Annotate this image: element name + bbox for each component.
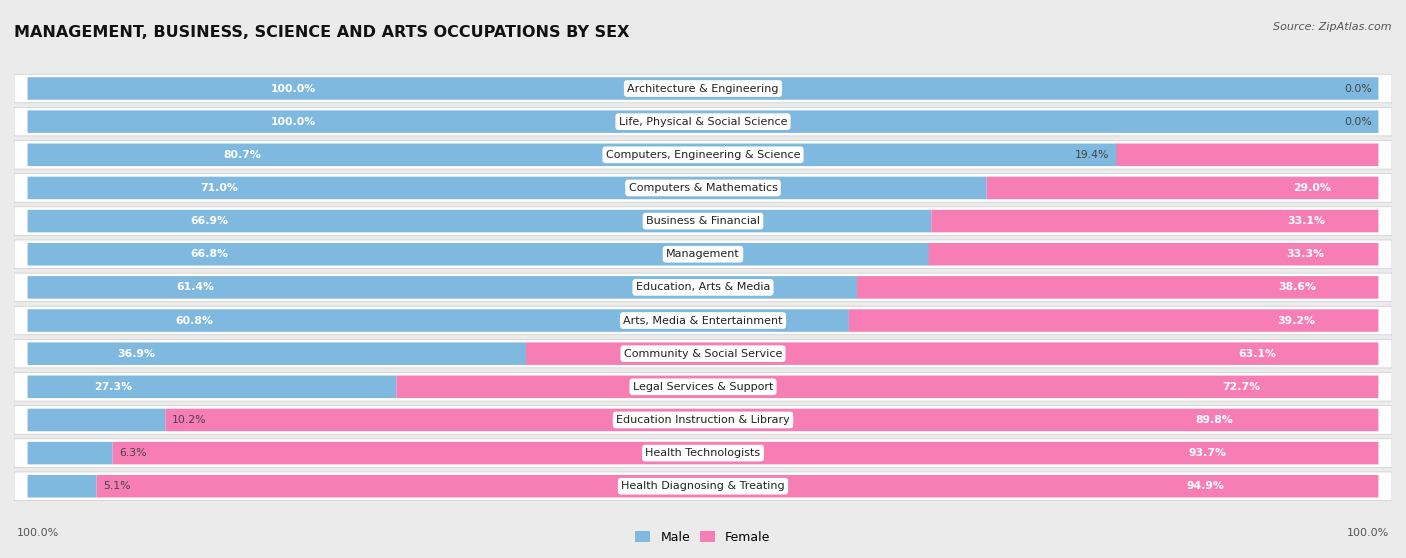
Text: 5.1%: 5.1%: [103, 481, 131, 491]
Text: 0.0%: 0.0%: [1344, 117, 1372, 127]
FancyBboxPatch shape: [987, 177, 1378, 199]
FancyBboxPatch shape: [28, 243, 929, 266]
Text: 89.8%: 89.8%: [1195, 415, 1233, 425]
FancyBboxPatch shape: [28, 408, 166, 431]
FancyBboxPatch shape: [396, 376, 1378, 398]
Text: Health Diagnosing & Treating: Health Diagnosing & Treating: [621, 481, 785, 491]
Text: Legal Services & Support: Legal Services & Support: [633, 382, 773, 392]
Text: 33.3%: 33.3%: [1286, 249, 1324, 259]
FancyBboxPatch shape: [97, 475, 1378, 498]
FancyBboxPatch shape: [28, 110, 1378, 133]
FancyBboxPatch shape: [28, 442, 112, 464]
FancyBboxPatch shape: [14, 339, 1392, 368]
Text: 100.0%: 100.0%: [1347, 528, 1389, 538]
FancyBboxPatch shape: [14, 174, 1392, 202]
Text: 0.0%: 0.0%: [1344, 84, 1372, 94]
Text: 71.0%: 71.0%: [200, 183, 238, 193]
Text: 100.0%: 100.0%: [271, 117, 316, 127]
FancyBboxPatch shape: [112, 442, 1378, 464]
Text: Health Technologists: Health Technologists: [645, 448, 761, 458]
Text: 60.8%: 60.8%: [176, 315, 214, 325]
Text: Education Instruction & Library: Education Instruction & Library: [616, 415, 790, 425]
Text: Education, Arts & Media: Education, Arts & Media: [636, 282, 770, 292]
FancyBboxPatch shape: [14, 107, 1392, 136]
FancyBboxPatch shape: [1116, 143, 1378, 166]
Text: Architecture & Engineering: Architecture & Engineering: [627, 84, 779, 94]
Text: Source: ZipAtlas.com: Source: ZipAtlas.com: [1274, 22, 1392, 32]
FancyBboxPatch shape: [14, 141, 1392, 169]
FancyBboxPatch shape: [28, 210, 931, 232]
FancyBboxPatch shape: [14, 207, 1392, 235]
FancyBboxPatch shape: [526, 343, 1378, 365]
Text: 61.4%: 61.4%: [177, 282, 215, 292]
FancyBboxPatch shape: [14, 74, 1392, 103]
Text: 33.1%: 33.1%: [1286, 216, 1324, 226]
Text: 63.1%: 63.1%: [1239, 349, 1277, 359]
Text: Computers & Mathematics: Computers & Mathematics: [628, 183, 778, 193]
Text: Management: Management: [666, 249, 740, 259]
FancyBboxPatch shape: [28, 177, 987, 199]
Text: 66.8%: 66.8%: [190, 249, 228, 259]
FancyBboxPatch shape: [14, 472, 1392, 501]
FancyBboxPatch shape: [858, 276, 1378, 299]
FancyBboxPatch shape: [14, 406, 1392, 434]
FancyBboxPatch shape: [931, 210, 1378, 232]
Text: Business & Financial: Business & Financial: [645, 216, 761, 226]
Text: 38.6%: 38.6%: [1278, 282, 1316, 292]
Text: 93.7%: 93.7%: [1188, 448, 1226, 458]
FancyBboxPatch shape: [28, 309, 849, 332]
Text: 27.3%: 27.3%: [94, 382, 132, 392]
Legend: Male, Female: Male, Female: [630, 526, 776, 549]
FancyBboxPatch shape: [849, 309, 1378, 332]
Text: Community & Social Service: Community & Social Service: [624, 349, 782, 359]
FancyBboxPatch shape: [166, 408, 1378, 431]
Text: 10.2%: 10.2%: [172, 415, 207, 425]
FancyBboxPatch shape: [14, 373, 1392, 401]
Text: Arts, Media & Entertainment: Arts, Media & Entertainment: [623, 315, 783, 325]
FancyBboxPatch shape: [14, 240, 1392, 268]
Text: MANAGEMENT, BUSINESS, SCIENCE AND ARTS OCCUPATIONS BY SEX: MANAGEMENT, BUSINESS, SCIENCE AND ARTS O…: [14, 25, 630, 40]
Text: 66.9%: 66.9%: [190, 216, 228, 226]
FancyBboxPatch shape: [28, 143, 1118, 166]
Text: 72.7%: 72.7%: [1222, 382, 1261, 392]
FancyBboxPatch shape: [14, 439, 1392, 468]
FancyBboxPatch shape: [28, 475, 97, 498]
Text: 36.9%: 36.9%: [117, 349, 155, 359]
Text: 39.2%: 39.2%: [1277, 315, 1315, 325]
Text: 100.0%: 100.0%: [17, 528, 59, 538]
Text: 29.0%: 29.0%: [1294, 183, 1331, 193]
FancyBboxPatch shape: [28, 77, 1378, 100]
Text: 19.4%: 19.4%: [1076, 150, 1109, 160]
Text: Computers, Engineering & Science: Computers, Engineering & Science: [606, 150, 800, 160]
Text: 80.7%: 80.7%: [224, 150, 262, 160]
FancyBboxPatch shape: [928, 243, 1378, 266]
FancyBboxPatch shape: [28, 343, 526, 365]
FancyBboxPatch shape: [28, 276, 858, 299]
Text: 94.9%: 94.9%: [1187, 481, 1225, 491]
Text: 6.3%: 6.3%: [120, 448, 148, 458]
Text: 100.0%: 100.0%: [271, 84, 316, 94]
FancyBboxPatch shape: [14, 306, 1392, 335]
FancyBboxPatch shape: [28, 376, 396, 398]
FancyBboxPatch shape: [14, 273, 1392, 302]
Text: Life, Physical & Social Science: Life, Physical & Social Science: [619, 117, 787, 127]
